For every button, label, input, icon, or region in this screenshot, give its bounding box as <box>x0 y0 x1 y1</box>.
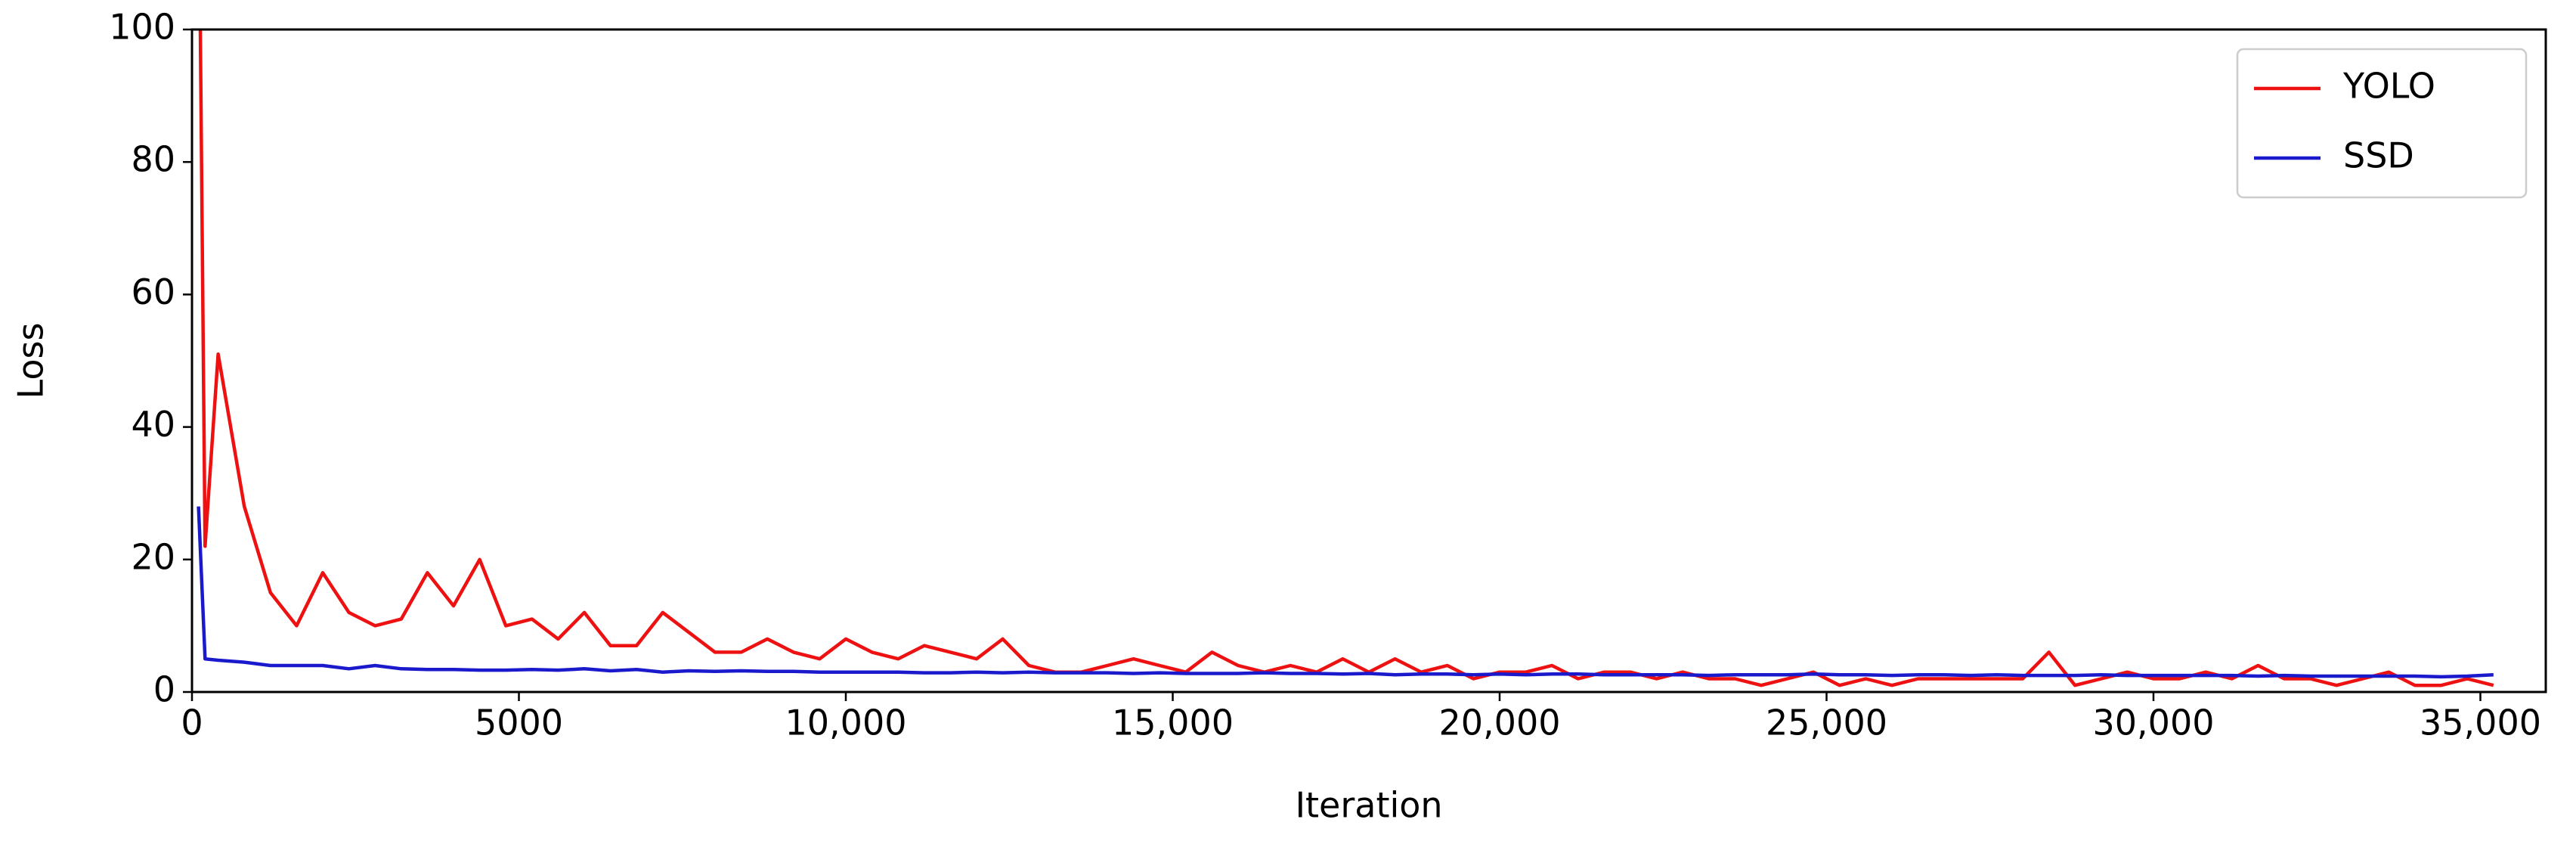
legend-label: SSD <box>2343 135 2414 176</box>
x-axis-label: Iteration <box>1295 785 1442 826</box>
y-tick-label: 100 <box>109 7 175 48</box>
x-tick-label: 0 <box>181 703 203 743</box>
y-tick-label: 20 <box>131 536 175 577</box>
legend: YOLO SSD <box>2236 48 2528 199</box>
y-tick-label: 0 <box>153 669 175 710</box>
x-tick-label: 20,000 <box>1439 703 1561 743</box>
y-tick-label: 60 <box>131 272 175 312</box>
legend-box <box>2236 48 2528 199</box>
x-tick-label: 15,000 <box>1112 703 1234 743</box>
x-tick-label: 25,000 <box>1766 703 1887 743</box>
y-tick-label: 80 <box>131 139 175 180</box>
y-axis-label: Loss <box>11 323 51 399</box>
x-tick-label: 30,000 <box>2093 703 2215 743</box>
legend-label: YOLO <box>2342 66 2435 107</box>
series-line <box>198 29 2494 687</box>
x-tick-label: 35,000 <box>2420 703 2541 743</box>
x-tick-label: 10,000 <box>785 703 907 743</box>
series-line <box>197 506 2494 679</box>
x-tick-label: 5000 <box>475 703 563 743</box>
plot-frame <box>190 28 2547 694</box>
y-tick-label: 40 <box>131 404 175 445</box>
